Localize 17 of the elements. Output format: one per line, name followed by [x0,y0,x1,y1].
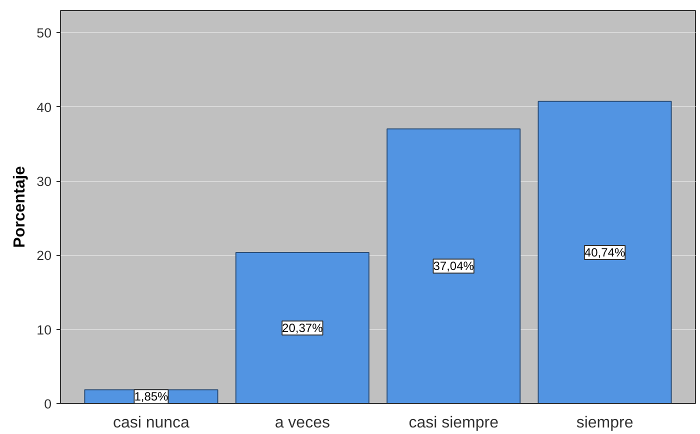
data-label: 1,85% [134,390,169,404]
data-label: 37,04% [433,259,474,274]
y-tick-label: 30 [36,174,52,190]
data-label: 20,37% [282,320,324,335]
x-tick-label: a veces [274,414,330,432]
y-tick-label: 20 [36,248,52,264]
y-axis-title: Porcentaje [12,166,29,248]
y-tick-label: 0 [44,396,52,412]
x-tick-label: siempre [576,414,634,432]
y-tick-label: 10 [36,322,52,338]
y-tick-label: 40 [36,100,52,115]
bar [235,252,370,404]
x-tick-label: casi siempre [408,414,499,432]
x-tick-label: casi nunca [112,414,190,432]
bar [538,100,672,404]
y-tick-label: 50 [36,26,52,41]
bar [386,128,521,404]
